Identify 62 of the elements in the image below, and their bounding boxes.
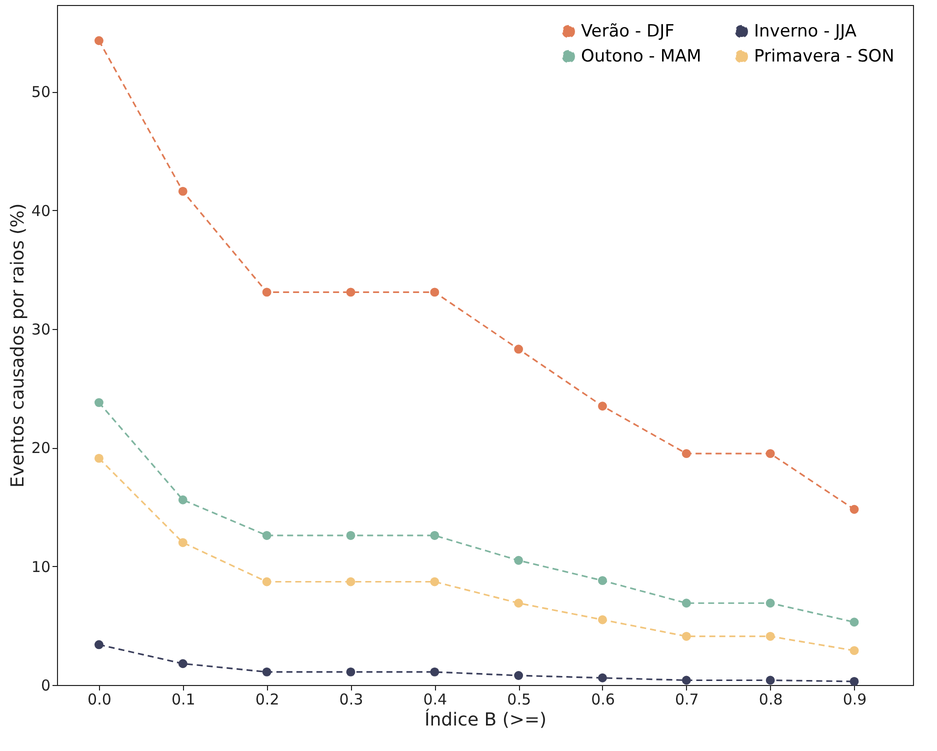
point bbox=[262, 288, 272, 297]
point bbox=[430, 577, 440, 586]
point bbox=[682, 632, 691, 641]
point bbox=[430, 288, 440, 297]
point bbox=[514, 671, 524, 680]
point bbox=[346, 531, 356, 540]
point bbox=[514, 598, 524, 608]
point bbox=[178, 495, 188, 504]
x-tick-label: 0.2 bbox=[255, 690, 280, 708]
point bbox=[178, 659, 188, 668]
point bbox=[766, 676, 775, 685]
legend-label: Verão - DJF bbox=[581, 22, 674, 42]
point bbox=[430, 531, 440, 540]
point bbox=[850, 504, 859, 514]
legend-label: Outono - MAM bbox=[581, 46, 702, 66]
point bbox=[766, 632, 775, 641]
point bbox=[598, 615, 607, 624]
y-tick-label: 50 bbox=[31, 83, 50, 102]
point bbox=[346, 577, 356, 586]
x-tick-label: 0.1 bbox=[171, 690, 196, 708]
point bbox=[850, 676, 859, 686]
point bbox=[598, 402, 607, 411]
y-axis-title: Eventos causados por raios (%) bbox=[7, 203, 28, 488]
y-tick-label: 0 bbox=[40, 676, 50, 694]
point bbox=[178, 538, 188, 548]
point bbox=[94, 36, 104, 46]
x-tick-label: 0.6 bbox=[591, 690, 615, 708]
point bbox=[346, 288, 356, 297]
legend-label: Primavera - SON bbox=[754, 46, 894, 66]
x-tick-label: 0.8 bbox=[758, 690, 783, 708]
x-tick-label: 0.4 bbox=[423, 690, 448, 708]
point bbox=[682, 449, 691, 458]
legend-label: Inverno - JJA bbox=[754, 22, 857, 42]
x-tick-label: 0.5 bbox=[507, 690, 531, 708]
point bbox=[682, 676, 691, 685]
point bbox=[262, 667, 272, 676]
point bbox=[430, 667, 440, 676]
point bbox=[514, 344, 524, 354]
point bbox=[94, 454, 104, 463]
point bbox=[850, 646, 859, 656]
point bbox=[178, 186, 188, 196]
point bbox=[766, 449, 775, 458]
x-tick-label: 0.3 bbox=[339, 690, 364, 708]
y-tick-label: 30 bbox=[31, 320, 50, 338]
x-axis-title: Índice B (>=) bbox=[424, 708, 547, 730]
x-tick-label: 0.7 bbox=[674, 690, 699, 708]
point bbox=[850, 618, 859, 627]
point bbox=[682, 598, 691, 608]
y-tick-label: 10 bbox=[31, 558, 50, 576]
point bbox=[262, 531, 272, 540]
y-tick-label: 40 bbox=[31, 202, 50, 220]
point bbox=[94, 640, 104, 650]
point bbox=[262, 577, 272, 586]
y-tick-label: 20 bbox=[31, 439, 50, 458]
point bbox=[346, 667, 356, 676]
point bbox=[94, 398, 104, 408]
point bbox=[598, 576, 607, 586]
point bbox=[598, 673, 607, 682]
x-tick-label: 0.9 bbox=[842, 690, 867, 708]
point bbox=[514, 556, 524, 565]
x-tick-label: 0.0 bbox=[88, 690, 112, 708]
point bbox=[766, 598, 775, 608]
